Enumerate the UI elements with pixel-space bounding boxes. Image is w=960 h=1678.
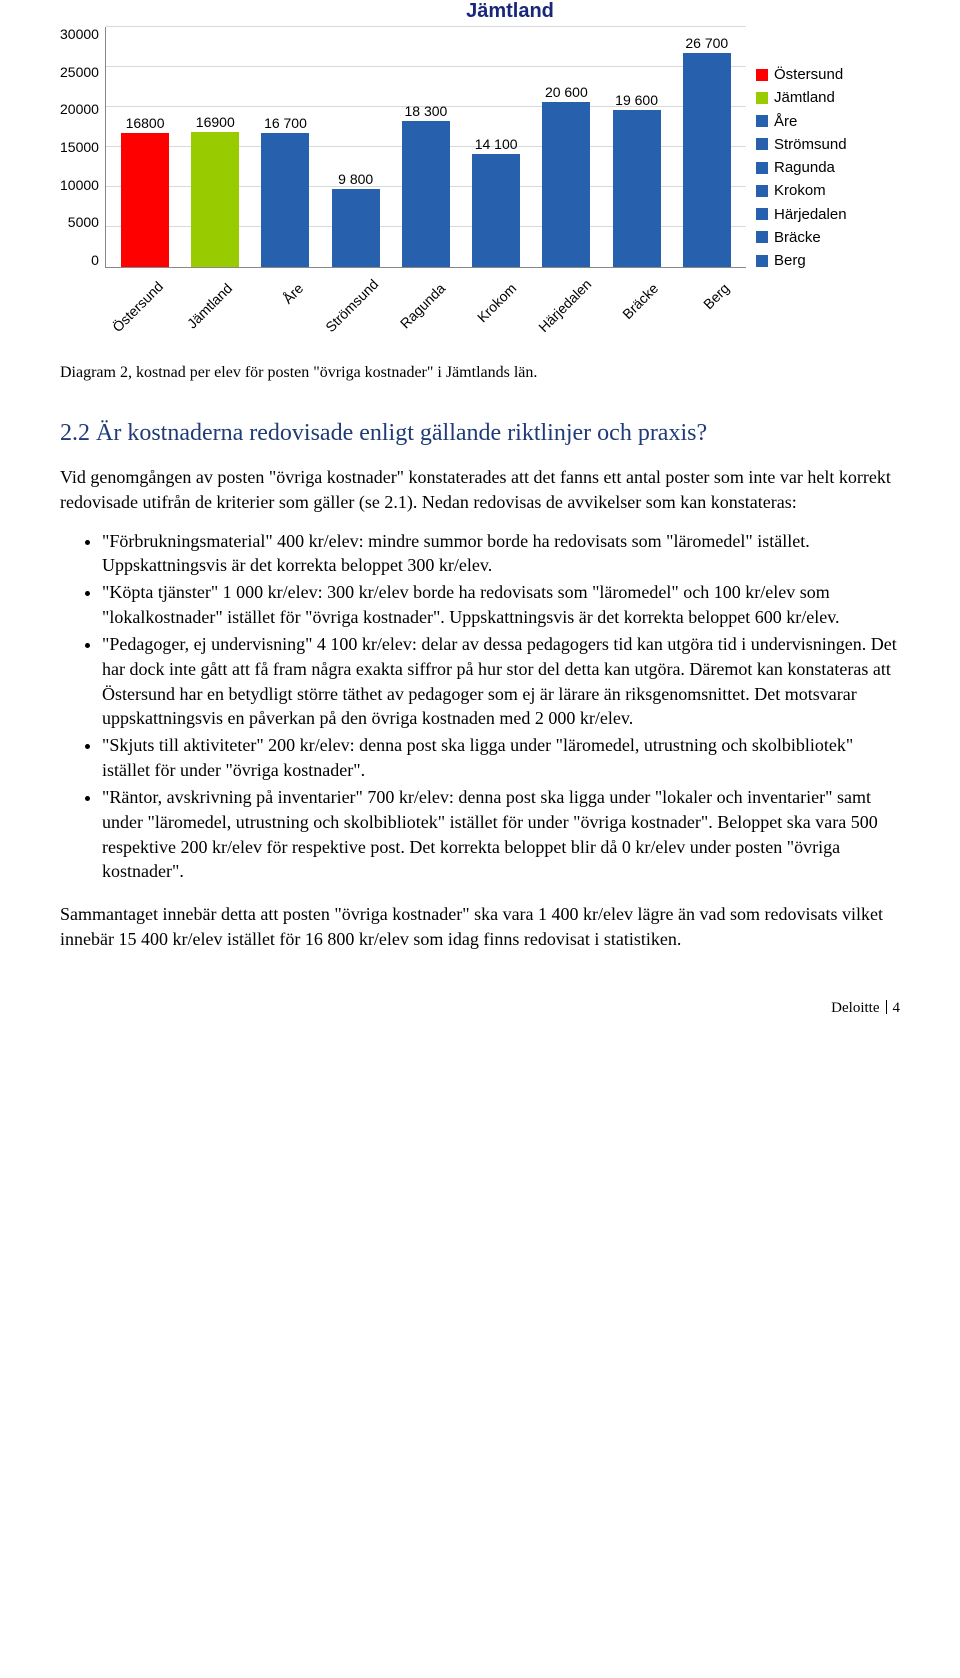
bar [472,154,520,267]
bullet-item: "Skjuts till aktiviteter" 200 kr/elev: d… [102,733,900,783]
chart-title: Jämtland [120,0,900,23]
y-tick: 10000 [60,178,99,192]
bar-column: 18 300 [395,103,457,267]
legend-swatch [756,138,768,150]
legend-item: Åre [756,110,847,133]
section-heading: 2.2 Är kostnaderna redovisade enligt gäl… [60,420,900,447]
bullet-item: "Pedagoger, ej undervisning" 4 100 kr/el… [102,632,900,731]
bar-column: 20 600 [535,84,597,267]
legend-label: Berg [774,249,806,272]
chart-caption: Diagram 2, kostnad per elev för posten "… [60,364,900,382]
bullet-list: "Förbrukningsmaterial" 400 kr/elev: mind… [60,529,900,885]
bar [261,133,309,267]
bar-value-label: 18 300 [405,103,448,119]
bar-value-label: 16 700 [264,115,307,131]
bar-column: 26 700 [676,35,738,267]
legend-label: Härjedalen [774,203,847,226]
legend-label: Ragunda [774,156,835,179]
legend-swatch [756,115,768,127]
y-tick: 30000 [60,27,99,41]
legend-item: Ragunda [756,156,847,179]
legend-swatch [756,208,768,220]
footer-brand: Deloitte [831,1000,879,1016]
legend-item: Strömsund [756,133,847,156]
bar-value-label: 26 700 [685,35,728,51]
legend-item: Jämtland [756,86,847,109]
legend-item: Östersund [756,63,847,86]
bar-column: 16900 [184,114,246,267]
outro-paragraph: Sammantaget innebär detta att posten "öv… [60,902,900,952]
bar [332,189,380,267]
legend-item: Härjedalen [756,203,847,226]
chart-legend: ÖstersundJämtlandÅreStrömsundRagundaKrok… [756,63,847,272]
bar-column: 16800 [114,115,176,267]
y-tick: 15000 [60,140,99,154]
y-axis: 30000 25000 20000 15000 10000 5000 0 [60,27,105,267]
bar [542,102,590,267]
legend-label: Krokom [774,179,826,202]
legend-label: Strömsund [774,133,847,156]
bar-column: 9 800 [325,171,387,267]
bar-value-label: 9 800 [338,171,373,187]
intro-paragraph: Vid genomgången av posten "övriga kostna… [60,465,900,515]
bar-value-label: 16900 [196,114,235,130]
bar-value-label: 19 600 [615,92,658,108]
legend-swatch [756,162,768,174]
bar [613,110,661,267]
bar [191,132,239,267]
legend-swatch [756,92,768,104]
y-tick: 25000 [60,65,99,79]
legend-swatch [756,255,768,267]
bar [402,121,450,267]
bullet-item: "Räntor, avskrivning på inventarier" 700… [102,785,900,884]
footer-page-number: 4 [893,1000,901,1016]
legend-label: Jämtland [774,86,835,109]
bar-column: 19 600 [606,92,668,267]
chart-area: 30000 25000 20000 15000 10000 5000 0 168… [60,27,900,334]
bar-value-label: 20 600 [545,84,588,100]
y-tick: 5000 [68,215,99,229]
legend-label: Åre [774,110,797,133]
bar [683,53,731,267]
legend-item: Bräcke [756,226,847,249]
bullet-item: "Förbrukningsmaterial" 400 kr/elev: mind… [102,529,900,579]
legend-swatch [756,185,768,197]
y-tick: 20000 [60,102,99,116]
bar-value-label: 14 100 [475,136,518,152]
bar-column: 14 100 [465,136,527,267]
bullet-item: "Köpta tjänster" 1 000 kr/elev: 300 kr/e… [102,580,900,630]
page-footer: Deloitte 4 [60,1000,900,1017]
bar [121,133,169,267]
bar-column: 16 700 [254,115,316,267]
y-tick: 0 [91,253,99,267]
legend-swatch [756,231,768,243]
chart-plot: 16800 16900 16 700 9 800 18 300 14 100 20 600 1… [105,27,746,268]
legend-label: Bräcke [774,226,821,249]
legend-label: Östersund [774,63,843,86]
x-axis-label: Berg [678,280,767,369]
bar-value-label: 16800 [126,115,165,131]
legend-swatch [756,69,768,81]
legend-item: Berg [756,249,847,272]
legend-item: Krokom [756,179,847,202]
x-axis-labels: ÖstersundJämtlandÅreStrömsundRagundaKrok… [102,268,750,334]
